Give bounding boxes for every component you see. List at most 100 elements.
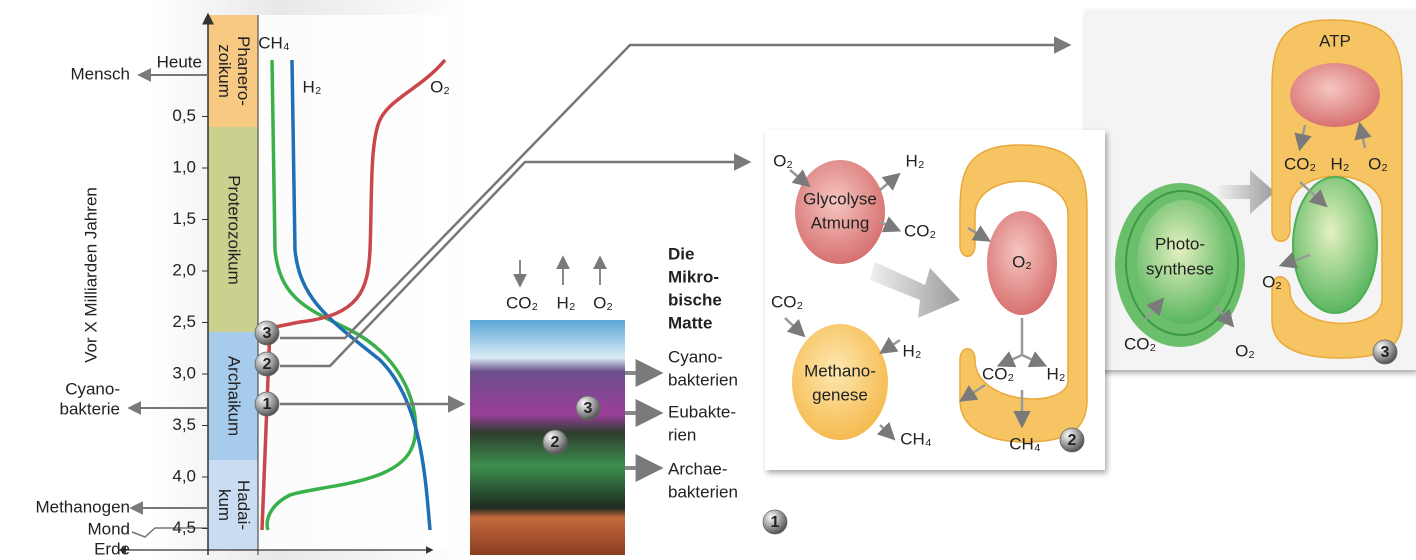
badge-number: 2 bbox=[1068, 432, 1077, 449]
gas-label: CO₂ bbox=[506, 293, 538, 312]
process-label: Atmung bbox=[811, 213, 870, 232]
tick-label: 4,0 bbox=[172, 466, 196, 485]
layer-label: rien bbox=[668, 425, 696, 444]
flux-arrow bbox=[879, 172, 901, 191]
gas-label: O₂ bbox=[773, 151, 793, 170]
gas-label: CH₄ bbox=[258, 33, 290, 52]
eon-label: Archaikum bbox=[225, 356, 244, 436]
gas-label: CH₄ bbox=[1009, 434, 1041, 453]
number-badge bbox=[254, 391, 280, 417]
gas-label: CO₂ bbox=[904, 221, 936, 240]
o2-curve bbox=[260, 58, 447, 531]
gas-label: O₂ bbox=[430, 77, 450, 96]
process-label: Glycolyse bbox=[803, 189, 877, 208]
big-arrow bbox=[870, 262, 960, 318]
flux-arrow bbox=[1144, 297, 1165, 321]
ch4-curve bbox=[265, 59, 418, 531]
process-label: Photo- bbox=[1155, 234, 1205, 253]
tick-label: 4,5 bbox=[172, 518, 196, 537]
event-label: Methanogen bbox=[35, 497, 130, 516]
event-label: Cyano- bbox=[65, 379, 120, 398]
tick-label: 3,5 bbox=[172, 415, 196, 434]
flux-arrow bbox=[879, 336, 901, 354]
gas-label: H₂ bbox=[906, 151, 925, 170]
tick-label: 2,0 bbox=[172, 260, 196, 279]
number-badge bbox=[1059, 427, 1085, 453]
curve-area bbox=[258, 15, 448, 550]
gas-label: H₂ bbox=[1047, 364, 1066, 383]
gas-label: H₂ bbox=[303, 77, 322, 96]
badge-number: 2 bbox=[551, 434, 560, 451]
layer-label: bakterien bbox=[668, 370, 738, 389]
badge-number: 3 bbox=[584, 400, 593, 417]
gas-label: O₂ bbox=[593, 293, 613, 312]
layer-label: Archae- bbox=[668, 459, 728, 478]
number-badge bbox=[254, 320, 280, 346]
axis-label: Vor X Milliarden Jahren bbox=[81, 187, 100, 363]
layer-label: Cyano- bbox=[668, 347, 723, 366]
cell-membrane bbox=[1137, 200, 1231, 324]
flux-arrow bbox=[879, 216, 902, 233]
eon-label: kum bbox=[215, 489, 234, 521]
big-arrow bbox=[1218, 170, 1275, 214]
h2-curve bbox=[290, 59, 432, 531]
organelle bbox=[987, 211, 1057, 315]
process-label: genese bbox=[812, 385, 868, 404]
flux-arrows bbox=[784, 121, 1372, 441]
mitochondrion bbox=[1290, 63, 1380, 127]
eon-phanerozoic bbox=[208, 15, 258, 127]
gas-label: O₂ bbox=[1368, 154, 1388, 173]
layer-label: bakterien bbox=[668, 482, 738, 501]
flux-arrow bbox=[1354, 121, 1372, 149]
now-label: Heute bbox=[157, 52, 202, 71]
flux-arrow bbox=[784, 317, 806, 338]
panel-title: Matte bbox=[668, 313, 712, 332]
glycolysis-cell bbox=[795, 160, 885, 264]
tick-label: 2,5 bbox=[172, 312, 196, 331]
panel-title: bische bbox=[668, 290, 722, 309]
panel-title: Mikro- bbox=[668, 267, 719, 286]
hybrid-cell bbox=[959, 144, 1088, 443]
layer-label: Eubakte- bbox=[668, 402, 736, 421]
eon-label: Hadai- bbox=[234, 480, 253, 530]
event-label: Erde bbox=[94, 539, 130, 558]
event-label: Mensch bbox=[70, 64, 130, 83]
flux-arrow bbox=[996, 351, 1023, 368]
event-label: bakterie bbox=[60, 399, 120, 418]
number-badge bbox=[575, 395, 601, 421]
gas-label: CO₂ bbox=[1284, 154, 1316, 173]
tick-label: 1,5 bbox=[172, 209, 196, 228]
flux-arrow bbox=[789, 169, 811, 188]
flux-arrow bbox=[959, 383, 986, 402]
process-label: Methano- bbox=[804, 361, 876, 380]
methanogen-cell bbox=[792, 324, 888, 440]
flux-arrow bbox=[1021, 351, 1048, 368]
number-badge bbox=[762, 509, 788, 535]
badge-number: 3 bbox=[1381, 344, 1390, 361]
flux-arrow bbox=[967, 225, 992, 242]
gas-label: O₂ bbox=[1235, 341, 1255, 360]
tick-label: 1,0 bbox=[172, 157, 196, 176]
gas-label: CO₂ bbox=[982, 364, 1014, 383]
panel-title: Die bbox=[668, 244, 694, 263]
event-label: Mond bbox=[87, 519, 130, 538]
eon-hadean bbox=[208, 460, 258, 550]
atp-label: ATP bbox=[1319, 31, 1351, 50]
flux-arrow bbox=[1299, 181, 1328, 208]
gas-label: H₂ bbox=[903, 341, 922, 360]
badge-number: 1 bbox=[771, 514, 780, 531]
badge-number: 1 bbox=[263, 396, 272, 413]
gas-label: O₂ bbox=[1262, 272, 1282, 291]
process-label: synthese bbox=[1146, 259, 1214, 278]
eon-label: Proterozoikum bbox=[225, 175, 244, 285]
cell-membrane bbox=[1125, 190, 1239, 336]
flux-arrow bbox=[876, 421, 896, 441]
number-badge bbox=[1372, 339, 1398, 365]
flux-arrow bbox=[1214, 304, 1235, 328]
eon-label: zoikum bbox=[215, 44, 234, 98]
chloroplast bbox=[1292, 176, 1378, 314]
gas-label: CH₄ bbox=[900, 429, 932, 448]
flux-arrow bbox=[1294, 124, 1312, 152]
connector bbox=[280, 36, 1072, 340]
